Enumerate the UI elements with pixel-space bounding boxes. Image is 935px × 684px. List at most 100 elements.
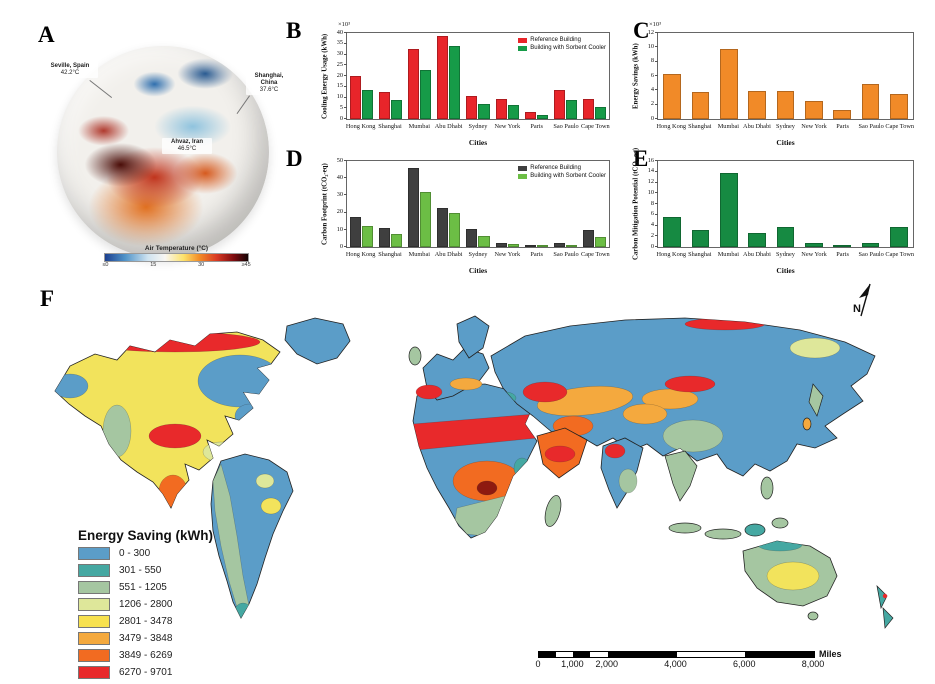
- bar-paris: [536, 114, 548, 119]
- x-tick-label: Paris: [530, 123, 543, 130]
- bar-cape-town: [582, 230, 594, 247]
- bar-new-york: [507, 244, 519, 247]
- bar-mumbai: [720, 49, 738, 119]
- x-tick-label: Cape Town: [885, 123, 915, 130]
- bar-abu-dhabi: [437, 208, 449, 247]
- annotation-temp: 42.2°C: [60, 70, 80, 76]
- bar-hong-kong: [663, 217, 681, 247]
- legend-label: Reference Building: [530, 37, 581, 43]
- legend-item: 301 - 550: [78, 564, 213, 577]
- legend-label: Building with Sorbent Cooler: [530, 173, 606, 179]
- bar-hong-kong: [663, 73, 681, 119]
- scalebar-segment: [539, 652, 556, 657]
- y-tick-label: 14: [647, 167, 654, 175]
- scalebar-segment: [556, 652, 573, 657]
- x-tick-label: New York: [801, 123, 827, 130]
- plot-area: 0 2 4 6 8 10 12: [648, 29, 914, 122]
- y-tick-label: 5: [339, 104, 343, 112]
- scalebar-tick-label: 2,000: [595, 659, 619, 669]
- legend-swatch: [78, 632, 110, 645]
- map-scalebar: 0 1,000 2,000 4,000 6,000 8,000 Miles: [535, 649, 841, 671]
- bar-group: [800, 161, 828, 247]
- y-tick-label: 0: [650, 242, 654, 250]
- y-tick-mark: [344, 53, 347, 55]
- y-tick-label: 2: [650, 232, 654, 240]
- legend-swatch: [518, 165, 528, 171]
- bar-shanghai: [691, 92, 710, 119]
- bar-group: [463, 161, 492, 247]
- y-tick-mark: [344, 160, 347, 161]
- scalebar-tick-label: 1,000: [561, 659, 584, 669]
- x-tick-label: Sydney: [776, 123, 795, 130]
- legend-item: 3849 - 6269: [78, 649, 213, 662]
- y-tick-mark: [655, 224, 658, 226]
- y-tick-mark: [344, 64, 347, 66]
- x-tick-label: Sao Paulo: [553, 251, 579, 258]
- y-tick-label: 8: [650, 57, 654, 65]
- y-tick-label: 40: [336, 174, 343, 182]
- scalebar-unit: Miles: [819, 649, 842, 659]
- y-tick-mark: [344, 75, 347, 76]
- y-axis-title: Carbon Mitigation Potential (tCO₂-eq): [632, 147, 640, 261]
- x-tick-label: Cape Town: [581, 251, 610, 258]
- bar-group: [551, 161, 580, 247]
- y-tick-label: 12: [647, 178, 654, 186]
- scalebar-tick-label: 6,000: [732, 659, 756, 669]
- y-tick-mark: [344, 211, 347, 213]
- map-africa: [412, 383, 538, 539]
- colorbar-gradient: [104, 253, 249, 262]
- legend-item: 0 - 300: [78, 547, 213, 560]
- map-legend-title: Energy Saving (kWh): [78, 528, 214, 543]
- bar-paris: [833, 245, 851, 247]
- legend-label: 551 - 1205: [119, 582, 167, 593]
- bar-group: [828, 33, 856, 119]
- bar-new-york: [805, 243, 823, 247]
- y-tick-mark: [655, 203, 658, 204]
- annotation-temp: 46.5°C: [177, 146, 197, 152]
- y-tick-mark: [655, 235, 658, 237]
- bar-group: [686, 33, 714, 119]
- panel-f-letter: F: [40, 286, 55, 311]
- panel-b-letter: B: [286, 18, 302, 43]
- bar-group: [856, 161, 884, 247]
- y-tick-label: 30: [336, 191, 343, 199]
- x-tick-label: Paris: [530, 251, 543, 258]
- legend-swatch: [78, 666, 110, 679]
- x-tick-label: Paris: [836, 251, 849, 258]
- bar-sao-paulo: [861, 83, 880, 119]
- y-tick-label: 8: [650, 199, 654, 207]
- y-tick-mark: [655, 103, 658, 105]
- bar-group: [463, 33, 492, 119]
- bar-sao-paulo: [565, 100, 577, 119]
- y-tick-label: 25: [336, 61, 343, 69]
- y-tick-label: 30: [336, 50, 343, 58]
- y-tick-mark: [344, 85, 347, 87]
- map-new-zealand: [876, 584, 894, 629]
- bar-group: [347, 33, 376, 119]
- x-tick-label: Mumbai: [408, 123, 430, 130]
- map-india: [600, 437, 644, 509]
- bar-mumbai: [420, 69, 432, 119]
- colorbar-tick-label: ≥45: [241, 262, 251, 268]
- y-tick-label: 35: [336, 39, 343, 47]
- legend-swatch: [78, 547, 110, 560]
- bar-abu-dhabi: [449, 45, 461, 119]
- y-tick-mark: [655, 89, 658, 91]
- bar-sydney: [478, 235, 490, 247]
- legend-item: Reference Building: [518, 36, 606, 44]
- bar-group: [800, 33, 828, 119]
- scalebar-segment: [745, 652, 814, 657]
- y-tick-label: 10: [336, 225, 343, 233]
- bar-group: [434, 161, 463, 247]
- y-tick-label: 0: [339, 114, 343, 122]
- y-tick-mark: [655, 46, 658, 48]
- scalebar-tick-label: 0: [535, 659, 541, 669]
- x-tick-label: Mumbai: [717, 123, 740, 130]
- x-tick-label: Sydney: [468, 251, 488, 258]
- scalebar-segment: [573, 652, 590, 657]
- legend-item: 2801 - 3478: [78, 615, 213, 628]
- panel-c-chart: C ×10³ Energy Savings (kWh) 0 2 4 6 8 10 12 Ho…: [625, 18, 920, 150]
- bar-cape-town: [890, 226, 908, 247]
- bar-sao-paulo: [861, 242, 880, 247]
- x-tick-label: Shanghai: [378, 251, 402, 258]
